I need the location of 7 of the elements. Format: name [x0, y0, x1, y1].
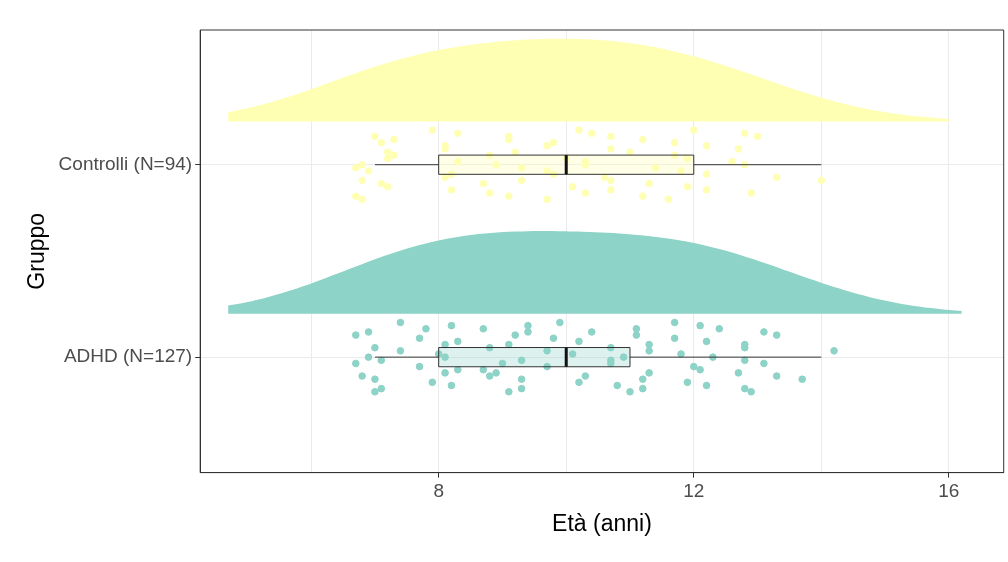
x-axis-title: Età (anni) — [552, 509, 652, 536]
y-tick-label: Controlli (N=94) — [58, 152, 193, 174]
x-tick-label: 12 — [683, 480, 705, 502]
y-tick-label: ADHD (N=127) — [63, 345, 193, 367]
y-axis-title: Gruppo — [23, 212, 50, 290]
x-tick-label: 8 — [433, 480, 444, 502]
x-tick-label: 16 — [938, 480, 960, 502]
